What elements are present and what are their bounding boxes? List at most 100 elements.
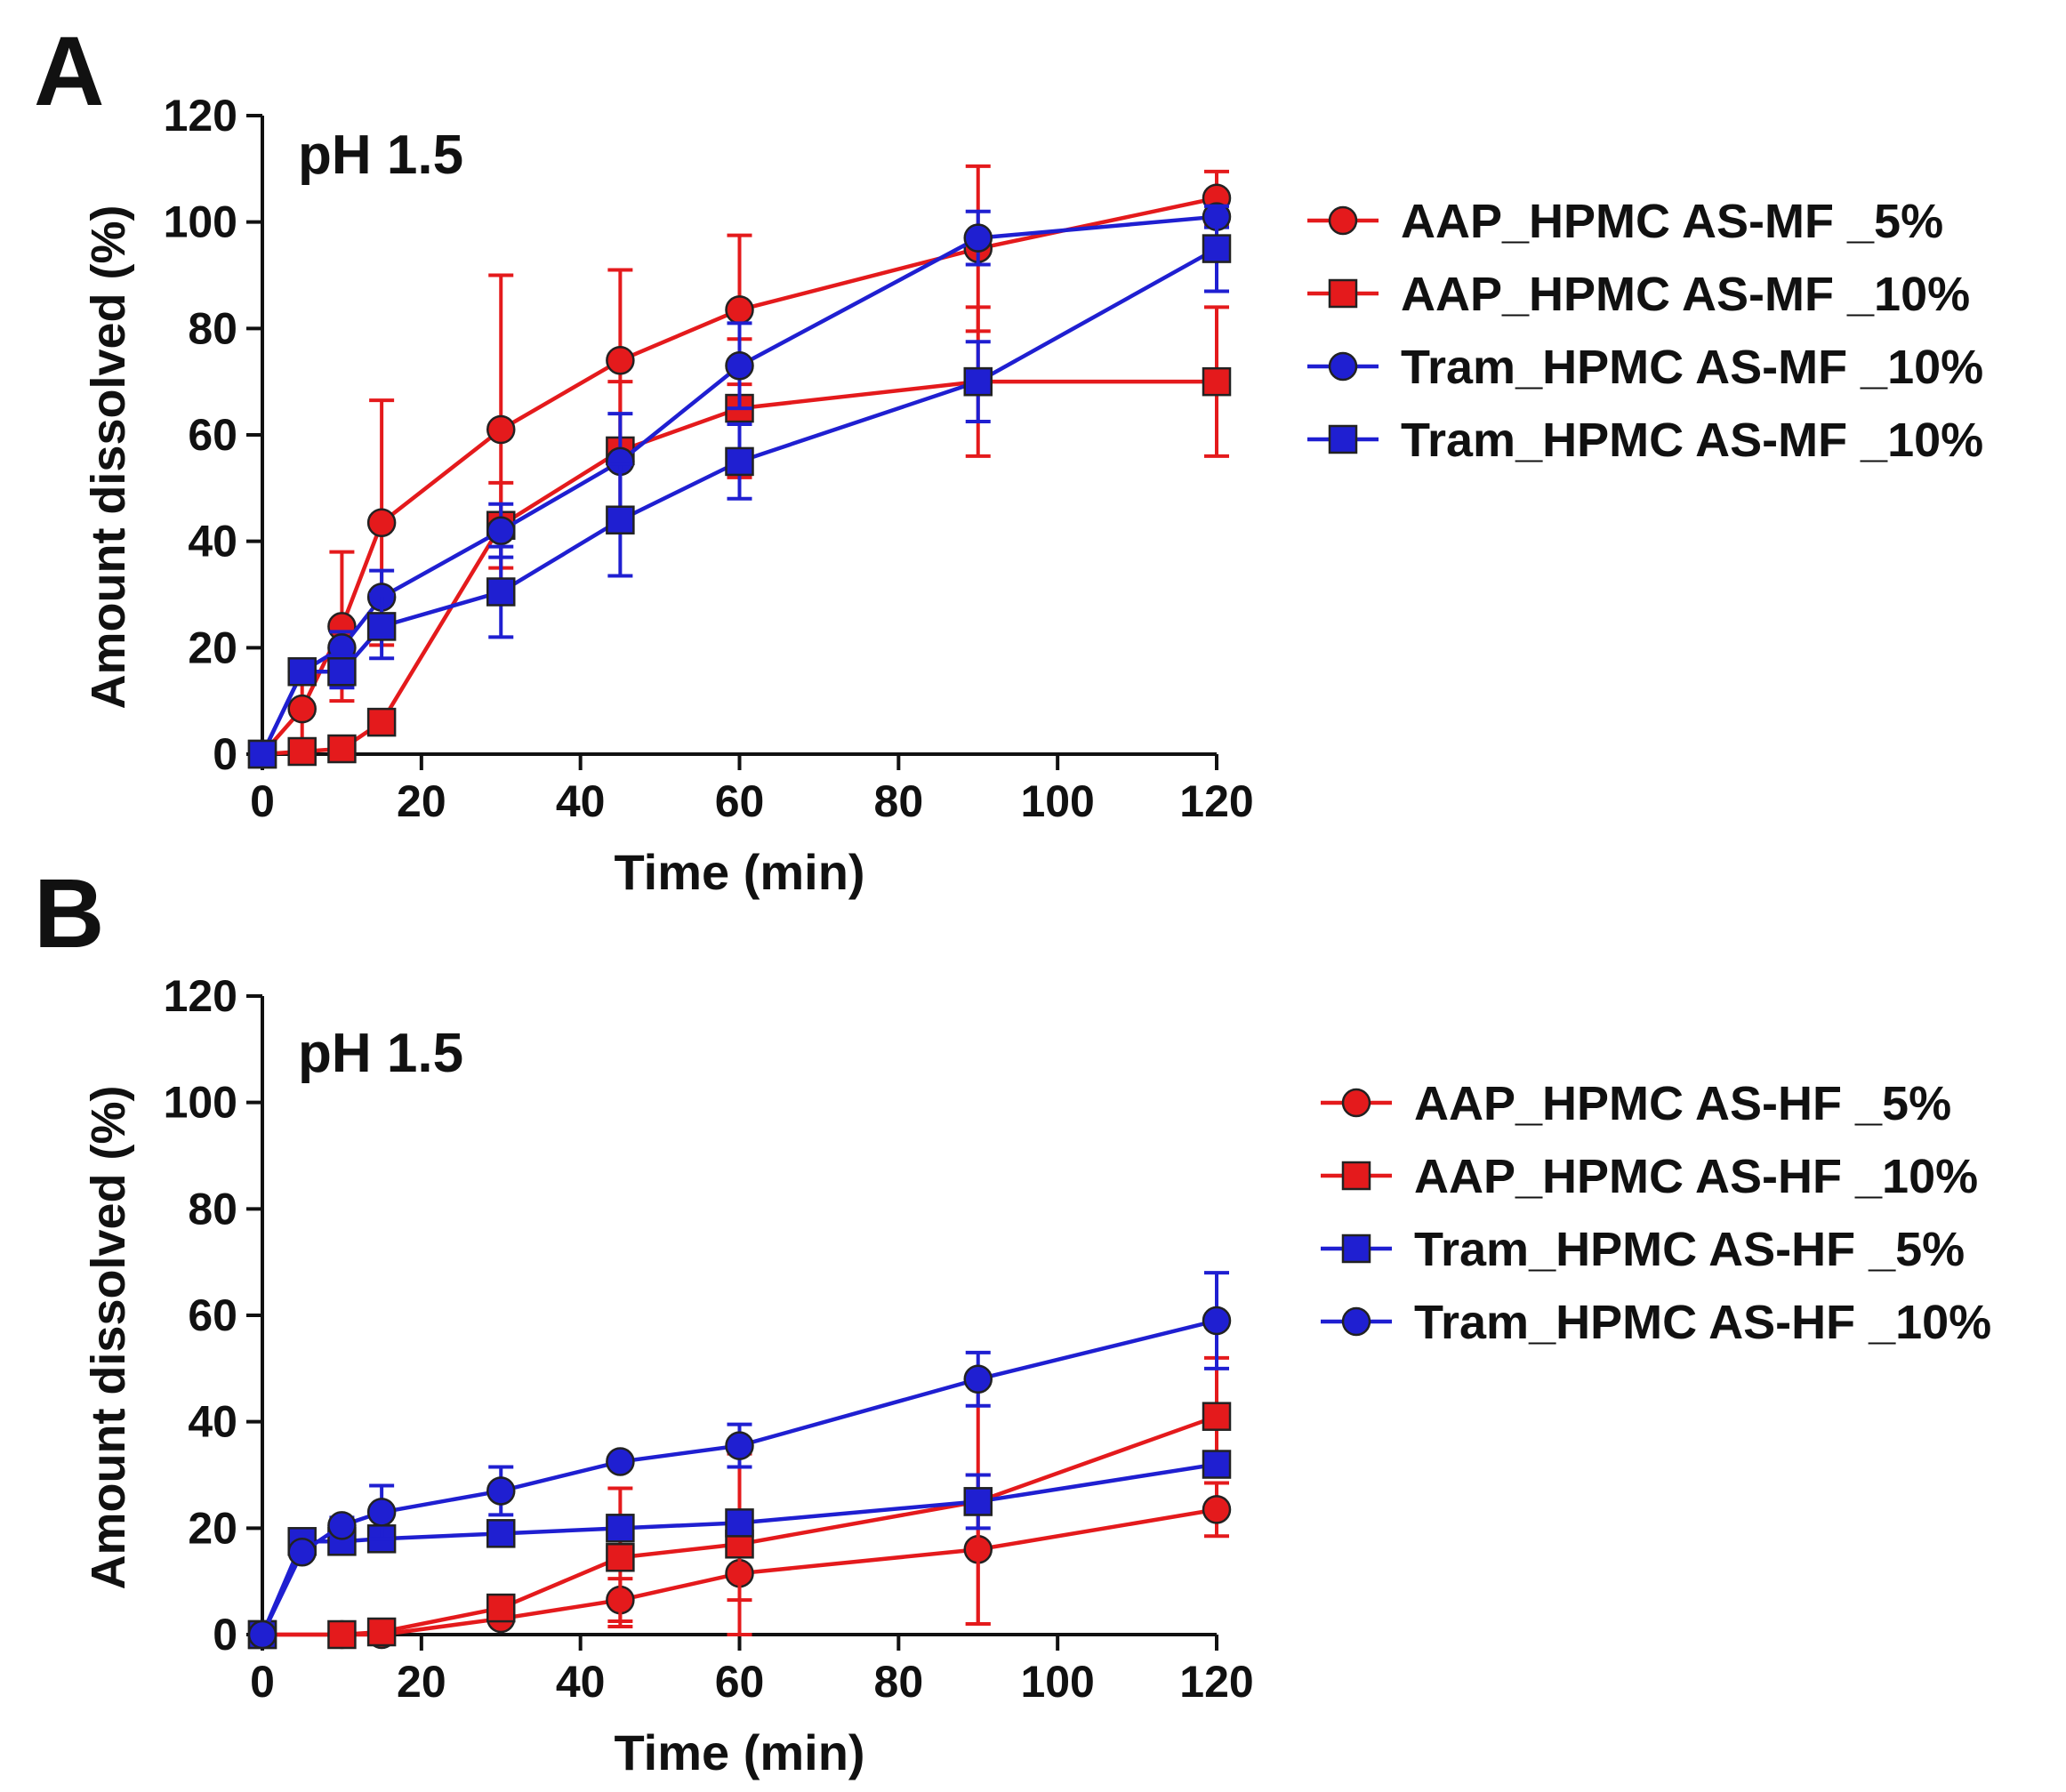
panel-a-legend-marker — [1328, 424, 1358, 454]
panel-b-data-point — [606, 1542, 635, 1572]
panel-a-data-point — [606, 505, 635, 534]
panel-a-letter: A — [34, 17, 104, 126]
panel-b-data-point — [963, 1487, 993, 1516]
panel-b-x-tick-label: 80 — [874, 1657, 924, 1707]
panel-b-legend-marker — [1341, 1088, 1371, 1118]
panel-a-data-point — [486, 577, 516, 607]
panel-a-legend-label: AAP_HPMC AS-MF _10% — [1401, 268, 1970, 321]
panel-a-x-tick-label: 120 — [1179, 776, 1253, 826]
panel-b-data-point — [486, 1593, 516, 1623]
panel-a-chart: ApH 1.5 0 20 40 60 80 100 120 0 20 40 60 80 100 120 Tim… — [34, 17, 1983, 900]
panel-b-x-tick-label: 20 — [397, 1657, 446, 1707]
panel-b-x-tick-label: 120 — [1179, 1657, 1253, 1707]
panel-b-legend-label: Tram_HPMC AS-HF _5% — [1414, 1223, 1965, 1276]
panel-b-legend-item: AAP_HPMC AS-HF _10% — [1321, 1150, 1978, 1203]
panel-b-legend-label: AAP_HPMC AS-HF _5% — [1414, 1077, 1951, 1130]
panel-a-data-point — [486, 414, 516, 445]
panel-b-legend-marker — [1341, 1161, 1371, 1191]
panel-a-data-point — [327, 657, 357, 687]
panel-a-legend-marker — [1328, 205, 1358, 236]
panel-b-annotation: pH 1.5 — [298, 1023, 463, 1084]
panel-b-series-4 — [247, 1271, 1232, 1650]
panel-a-x-axis-label: Time (min) — [614, 844, 864, 900]
panel-b-y-tick-label: 20 — [188, 1503, 237, 1553]
panel-b-y-tick-label: 80 — [188, 1184, 237, 1234]
panel-a-data-point — [725, 295, 754, 325]
panel-b-legend-item: Tram_HPMC AS-HF _5% — [1321, 1223, 1965, 1276]
panel-b-data-point — [287, 1538, 317, 1567]
panel-a-legend-marker — [1328, 278, 1358, 309]
panel-b-letter: B — [34, 859, 104, 968]
panel-b-data-point — [486, 1476, 516, 1506]
panel-a-data-point — [1202, 366, 1232, 397]
panel-a-y-tick-label: 120 — [164, 91, 237, 141]
panel-b-data-point — [247, 1619, 277, 1650]
panel-b-data-point — [366, 1498, 397, 1527]
panel-b-y-axis-label: Amount dissolved (%) — [82, 1085, 135, 1589]
panel-a-y-tick-label: 40 — [188, 517, 237, 567]
panel-b-x-axis-label: Time (min) — [614, 1724, 864, 1780]
panel-a-legend: AAP_HPMC AS-MF _5% AAP_HPMC AS-MF _10% Tra… — [1307, 195, 1983, 467]
panel-b-x-tick-label: 40 — [556, 1657, 606, 1707]
panel-b-data-point — [725, 1508, 754, 1538]
panel-b-data-point — [366, 1617, 397, 1647]
panel-b-data-point — [327, 1619, 357, 1650]
panel-a-legend-label: Tram_HPMC AS-MF _10% — [1401, 341, 1983, 394]
panel-a-x-tick-label: 80 — [874, 776, 924, 826]
panel-a-data-point — [725, 446, 754, 477]
panel-b-legend-label: Tram_HPMC AS-HF _10% — [1414, 1296, 1991, 1349]
panel-a-annotation: pH 1.5 — [298, 125, 463, 186]
panel-a-data-point — [327, 734, 357, 764]
panel-b-data-point — [1202, 1495, 1232, 1524]
panel-a-data-point — [247, 739, 277, 769]
panel-b-x-tick-label: 100 — [1020, 1657, 1094, 1707]
panel-b-data-point — [1202, 1450, 1232, 1479]
panel-a-legend-item: AAP_HPMC AS-MF _10% — [1307, 268, 1970, 321]
panel-b-x-tick-label: 60 — [715, 1657, 765, 1707]
panel-b-legend: AAP_HPMC AS-HF _5% AAP_HPMC AS-HF _10% Tra… — [1321, 1077, 1991, 1349]
panel-a-data-point — [287, 657, 317, 687]
panel-a-legend-item: Tram_HPMC AS-MF _10% — [1307, 414, 1983, 467]
panel-a-data-point — [287, 736, 317, 767]
panel-a-legend-label: Tram_HPMC AS-MF _10% — [1401, 414, 1983, 467]
panel-a-data-point — [963, 223, 993, 253]
panel-a-x-tick-label: 60 — [715, 776, 765, 826]
panel-a-x-tick-label: 100 — [1020, 776, 1094, 826]
panel-a-y-tick-label: 20 — [188, 623, 237, 672]
panel-b-data-point — [1202, 1402, 1232, 1431]
panel-b-data-point — [606, 1514, 635, 1543]
panel-a-data-point — [963, 366, 993, 397]
panel-b-legend-item: Tram_HPMC AS-HF _10% — [1321, 1296, 1991, 1349]
panel-a-data-point — [606, 345, 635, 375]
panel-a-legend-marker — [1328, 351, 1358, 382]
panel-a-legend-item: Tram_HPMC AS-MF _10% — [1307, 341, 1983, 394]
panel-a-y-tick-label: 80 — [188, 303, 237, 353]
panel-a-data-point — [366, 707, 397, 737]
panel-a-data-point — [366, 612, 397, 641]
panel-b-legend-marker — [1341, 1234, 1371, 1264]
panel-b-chart: BpH 1.5 0 20 40 60 80 100 120 0 20 40 60 80 100 120 Tim… — [34, 859, 1991, 1780]
panel-a-legend-label: AAP_HPMC AS-MF _5% — [1401, 195, 1943, 248]
panel-a-y-tick-label: 100 — [164, 197, 237, 247]
panel-a-data-point — [366, 508, 397, 537]
panel-a-legend-item: AAP_HPMC AS-MF _5% — [1307, 195, 1943, 248]
panel-a-data-point — [287, 694, 317, 724]
panel-a-data-point — [486, 516, 516, 545]
panel-b-data-point — [725, 1431, 754, 1460]
panel-b-legend-label: AAP_HPMC AS-HF _10% — [1414, 1150, 1978, 1203]
panel-a-x-tick-label: 40 — [556, 776, 606, 826]
panel-b-data-point — [606, 1447, 635, 1476]
panel-a-data-point — [1202, 234, 1232, 263]
panel-b-data-point — [1202, 1306, 1232, 1336]
panel-a-x-tick-label: 0 — [250, 776, 275, 826]
panel-b-y-tick-label: 60 — [188, 1290, 237, 1340]
panel-a-x-tick-label: 20 — [397, 776, 446, 826]
panel-b-y-tick-label: 120 — [164, 971, 237, 1021]
panel-b-y-tick-label: 100 — [164, 1078, 237, 1128]
panel-b-series-2 — [247, 1355, 1232, 1650]
panel-b-data-point — [327, 1511, 357, 1540]
panel-b-legend-marker — [1341, 1306, 1371, 1337]
panel-b-legend-item: AAP_HPMC AS-HF _5% — [1321, 1077, 1951, 1130]
panel-a-y-axis-label: Amount dissolved (%) — [82, 205, 135, 709]
